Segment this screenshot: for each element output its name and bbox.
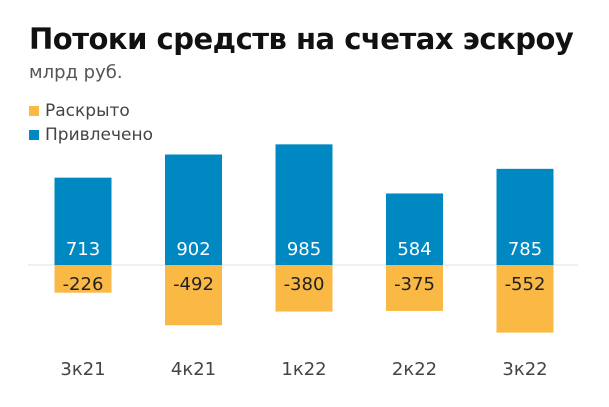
bar-privlecheno-2: [275, 144, 333, 265]
data-label-raskryto-3: -375: [394, 274, 435, 295]
bar-raskryto-3: [386, 265, 443, 311]
chart-legend: Раскрыто Привлечено: [29, 99, 153, 147]
data-label-privlecheno-3: 584: [397, 239, 431, 260]
data-label-privlecheno-0: 713: [66, 239, 100, 260]
chart-title: Потоки средств на счетах эскроу: [29, 22, 574, 56]
data-label-privlecheno-2: 985: [287, 239, 321, 260]
legend-item-privlecheno: Привлечено: [29, 123, 153, 147]
bar-privlecheno-0: [54, 177, 112, 265]
bar-raskryto-0: [54, 265, 112, 293]
data-label-privlecheno-4: 785: [508, 239, 542, 260]
x-tick-label-4: 3к22: [502, 359, 547, 380]
data-label-raskryto-2: -380: [284, 274, 325, 295]
legend-label-privlecheno: Привлечено: [45, 125, 153, 145]
bar-raskryto-1: [165, 265, 222, 326]
bar-privlecheno-3: [386, 193, 443, 265]
legend-item-raskryto: Раскрыто: [29, 99, 153, 123]
bar-privlecheno-4: [496, 168, 554, 265]
data-label-privlecheno-1: 902: [176, 239, 210, 260]
data-label-raskryto-0: -226: [63, 274, 104, 295]
x-tick-label-0: 3к21: [60, 359, 105, 380]
x-tick-label-1: 4к21: [171, 359, 216, 380]
x-tick-label-2: 1к22: [281, 359, 326, 380]
legend-label-raskryto: Раскрыто: [45, 101, 130, 121]
x-tick-label-3: 2к22: [392, 359, 437, 380]
bar-raskryto-4: [496, 265, 554, 333]
bar-privlecheno-1: [165, 154, 222, 265]
data-label-raskryto-1: -492: [173, 274, 214, 295]
chart-subtitle: млрд руб.: [29, 62, 123, 83]
legend-swatch-privlecheno: [29, 130, 39, 140]
bar-raskryto-2: [275, 265, 333, 312]
data-label-raskryto-4: -552: [505, 274, 546, 295]
legend-swatch-raskryto: [29, 106, 39, 116]
